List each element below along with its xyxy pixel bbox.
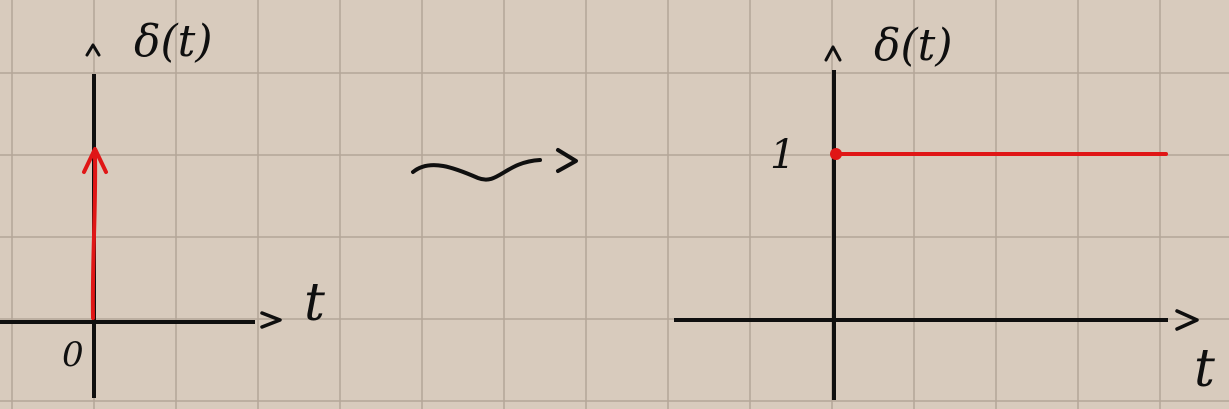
constant-level-start-dot (830, 148, 842, 160)
impulse-arrow-head (82, 147, 108, 174)
right-y-axis-arrowhead (824, 45, 842, 62)
squiggle-line (411, 158, 542, 182)
right-x-axis-arrowhead (1175, 309, 1199, 331)
left-xlabel: t (304, 273, 325, 333)
transform-arrow (411, 148, 578, 182)
right-xlabel: t (1194, 339, 1215, 399)
impulse-arrow-shaft (90, 154, 98, 320)
left-panel: δ(t) t 0 (0, 16, 325, 398)
left-x-axis-arrowhead (260, 311, 282, 329)
right-ylabel: δ(t) (874, 20, 953, 71)
squiggle-arrowhead (556, 148, 578, 173)
right-level-label: 1 (770, 132, 795, 178)
left-origin-label: 0 (62, 335, 84, 375)
left-y-axis-arrowhead (85, 43, 101, 57)
left-ylabel: δ(t) (134, 16, 213, 67)
right-panel: δ(t) t 1 (674, 20, 1215, 400)
